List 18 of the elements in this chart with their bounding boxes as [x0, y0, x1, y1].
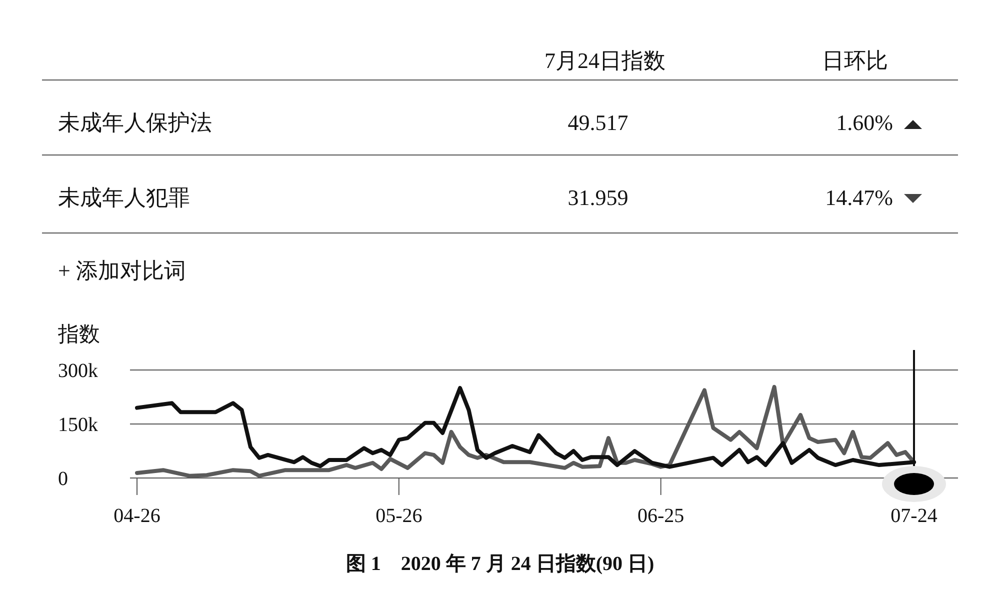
text: 1.60%: [836, 110, 893, 135]
text: 未成年人保护法: [58, 110, 212, 135]
text: 14.47%: [825, 185, 893, 210]
x-tick-label: 04-26: [114, 505, 160, 527]
text: 7月24日指数: [544, 48, 666, 73]
y-tick-label: 150k: [58, 414, 98, 436]
text: 日环比: [822, 48, 888, 73]
x-tick-label: 06-25: [637, 505, 684, 527]
text: 未成年人犯罪: [58, 185, 190, 210]
y-tick-label: 0: [58, 468, 68, 490]
y-tick-label: 300k: [58, 360, 98, 382]
x-tick-label: 05-26: [376, 505, 422, 527]
text: 31.959: [568, 185, 628, 210]
caption: 图 1 2020 年 7 月 24 日指数(90 日): [346, 553, 654, 575]
x-tick-label: 07-24: [890, 505, 938, 527]
y-axis-title: 指数: [57, 322, 100, 346]
text: + 添加对比词: [58, 258, 186, 283]
text: 49.517: [568, 110, 628, 135]
